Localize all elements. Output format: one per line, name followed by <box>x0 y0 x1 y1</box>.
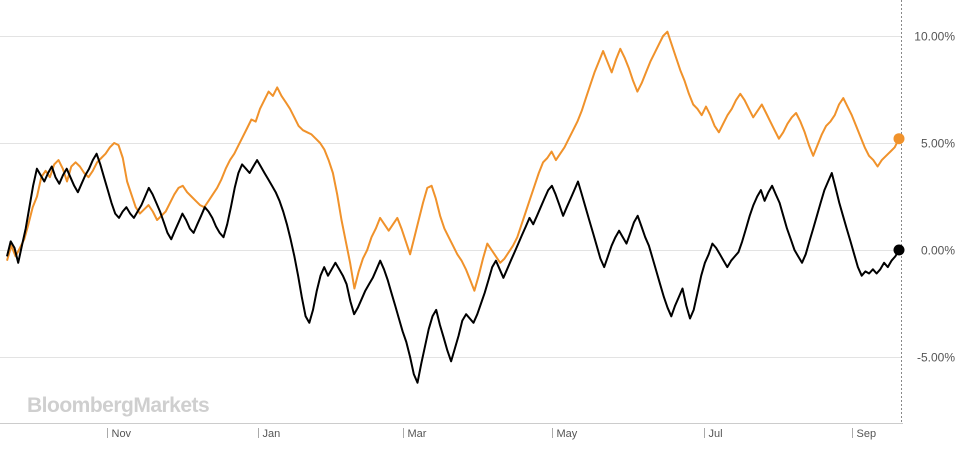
y-tick-label: -5.00% <box>917 351 955 365</box>
series-line-0 <box>6 30 900 292</box>
series-end-marker-0 <box>893 133 905 145</box>
watermark: BloombergMarkets <box>27 394 209 417</box>
x-tick-label: Jan <box>263 428 281 440</box>
x-axis-labels: Nov Jan Mar May Jul Sep <box>107 428 877 440</box>
series-lines <box>6 30 905 384</box>
y-axis-labels: 10.00% 5.00% 0.00% -5.00% <box>914 30 955 365</box>
x-tick-label: Nov <box>112 428 132 440</box>
x-tick-label: Sep <box>857 428 877 440</box>
y-tick-label: 5.00% <box>921 137 955 151</box>
series-line-1 <box>6 152 900 384</box>
x-tick-label: Jul <box>709 428 723 440</box>
x-tick-label: Mar <box>408 428 427 440</box>
x-tick-label: May <box>557 428 578 440</box>
y-tick-label: 0.00% <box>921 244 955 258</box>
series-end-marker-1 <box>893 244 905 256</box>
y-tick-label: 10.00% <box>914 30 955 44</box>
